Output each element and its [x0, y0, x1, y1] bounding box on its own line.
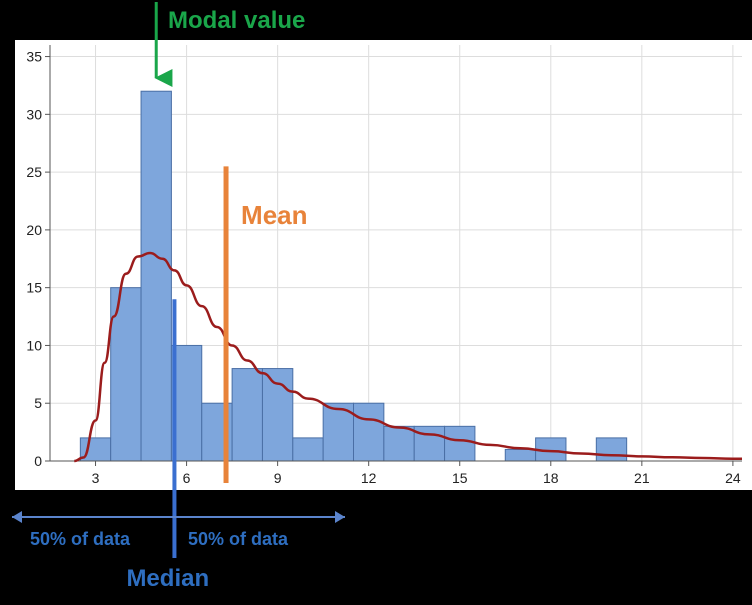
- y-tick-labels: 0 5 10 15 20 25 30 35: [26, 49, 50, 469]
- y-tick-label: 30: [26, 106, 42, 122]
- x-tick-labels: 3 6 9 12 15 18 21 24: [92, 461, 741, 486]
- y-tick-label: 35: [26, 49, 42, 65]
- y-tick-label: 0: [34, 453, 42, 469]
- x-tick-label: 12: [361, 470, 377, 486]
- y-tick-label: 20: [26, 222, 42, 238]
- x-tick-label: 9: [274, 470, 282, 486]
- histogram-bar: [595, 437, 628, 462]
- left-arrowhead-icon: [12, 511, 22, 523]
- y-tick-label: 5: [34, 395, 42, 411]
- x-tick-label: 15: [452, 470, 468, 486]
- histogram-bar: [292, 437, 324, 462]
- right-arrowhead-icon: [335, 511, 345, 523]
- histogram-bar: [353, 402, 385, 462]
- y-tick-label: 15: [26, 280, 42, 296]
- histogram-bar: [383, 425, 415, 462]
- y-tick-label: 25: [26, 164, 42, 180]
- mean-label: Mean: [241, 200, 307, 230]
- x-tick-label: 6: [183, 470, 191, 486]
- histogram-bar: [444, 425, 476, 462]
- histogram-bar: [140, 90, 172, 462]
- modal-value-label: Modal value: [168, 7, 305, 34]
- histogram-bar: [504, 448, 537, 462]
- x-tick-label: 3: [92, 470, 100, 486]
- x-tick-label: 18: [543, 470, 559, 486]
- x-tick-label: 24: [725, 470, 741, 486]
- density-curve: [74, 251, 742, 463]
- y-tick-label: 10: [26, 337, 42, 353]
- median-label: Median: [126, 565, 209, 592]
- right-half-label: 50% of data: [188, 529, 289, 549]
- x-tick-label: 21: [634, 470, 650, 486]
- half-data-arrows: [12, 511, 345, 523]
- histogram-bar: [231, 368, 263, 462]
- left-half-label: 50% of data: [30, 529, 131, 549]
- histogram-bars: [79, 90, 628, 462]
- histogram-bar: [170, 344, 203, 462]
